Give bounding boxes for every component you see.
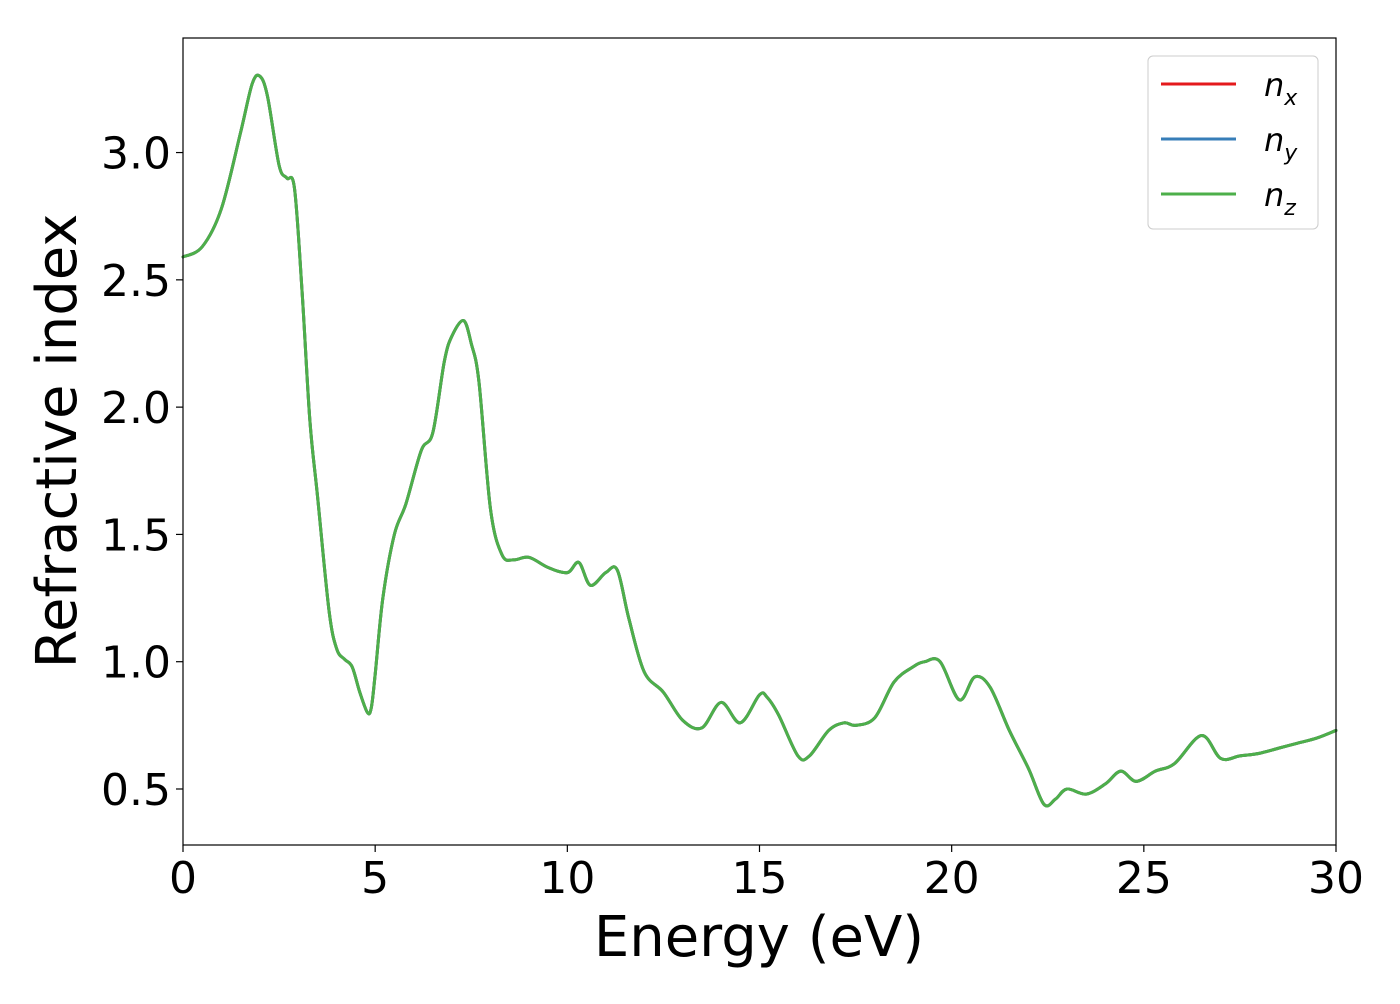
plot-background	[183, 38, 1336, 845]
y-axis-title: Refractive index	[25, 214, 90, 669]
x-tick-label: 5	[361, 853, 389, 904]
legend-label-subscript: z	[1283, 196, 1296, 221]
y-tick-label: 3.0	[101, 129, 171, 180]
legend-label-subscript: x	[1283, 86, 1298, 111]
x-tick-label: 15	[732, 853, 788, 904]
legend-label-n-x: nx	[1264, 66, 1298, 111]
x-tick-label: 10	[539, 853, 595, 904]
y-tick-label: 2.0	[101, 383, 171, 434]
x-tick-label: 30	[1308, 853, 1364, 904]
y-axis: 0.5 1.0 1.5 2.0 2.5 3.0	[101, 129, 183, 816]
legend-label-base: n	[1264, 66, 1284, 104]
legend-box	[1147, 55, 1319, 230]
series-line-n-z	[181, 73, 1338, 808]
x-axis: 0 5 10 15 20 25 30	[169, 845, 1364, 904]
y-tick-label: 1.5	[101, 510, 171, 561]
legend-label-base: n	[1264, 176, 1284, 214]
y-tick-label: 0.5	[101, 765, 171, 816]
legend-label-n-y: ny	[1264, 121, 1298, 166]
legend-label-subscript: y	[1283, 141, 1298, 166]
y-tick-label: 2.5	[101, 256, 171, 307]
legend-label-base: n	[1264, 121, 1284, 159]
x-tick-label: 25	[1116, 853, 1172, 904]
legend-label-n-z: nz	[1264, 176, 1296, 221]
series-layer	[181, 73, 1338, 808]
x-axis-title: Energy (eV)	[594, 905, 924, 970]
y-tick-label: 1.0	[101, 638, 171, 689]
x-tick-label: 0	[169, 853, 197, 904]
x-tick-label: 20	[924, 853, 980, 904]
